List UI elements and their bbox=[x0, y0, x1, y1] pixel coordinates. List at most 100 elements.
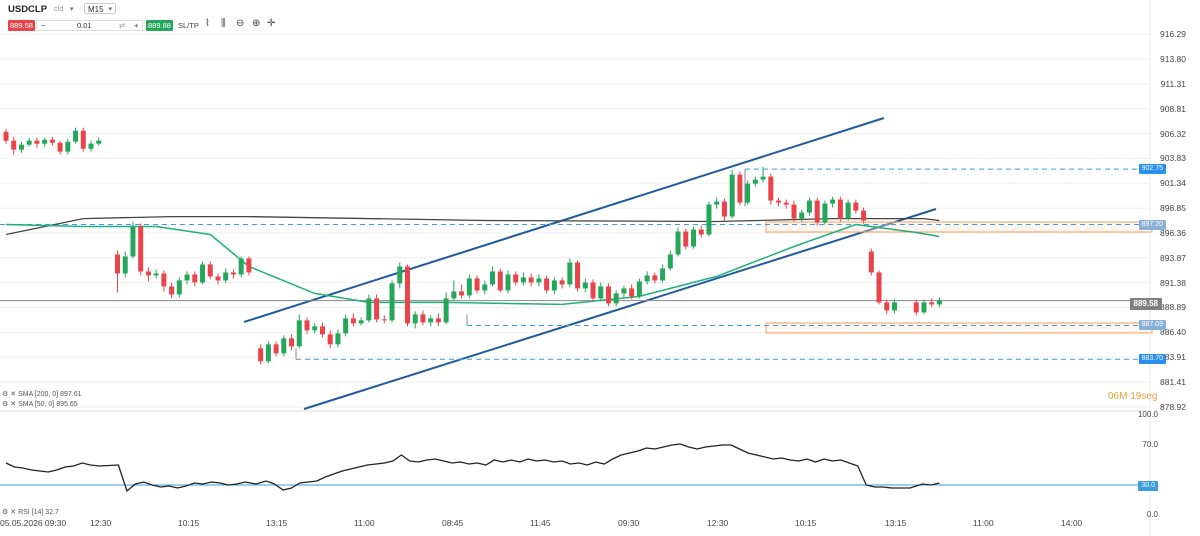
candle bbox=[528, 273, 534, 287]
candle bbox=[428, 315, 434, 327]
candle bbox=[559, 277, 565, 289]
candle bbox=[34, 137, 40, 148]
candle bbox=[412, 311, 418, 329]
sma200-line[interactable] bbox=[5, 215, 940, 236]
rsi-tick: 70.0 bbox=[1142, 440, 1158, 449]
candle bbox=[830, 196, 836, 208]
zoom-in-icon[interactable]: ⊕ bbox=[252, 18, 261, 29]
sma50-line[interactable] bbox=[5, 223, 940, 306]
candle bbox=[474, 275, 480, 294]
price-tick: 896.36 bbox=[1160, 227, 1186, 238]
candle bbox=[374, 294, 380, 323]
candle bbox=[238, 256, 244, 278]
settings-icon[interactable]: ⚙ bbox=[2, 401, 9, 408]
candle bbox=[691, 226, 697, 249]
plus-button[interactable]: + bbox=[134, 21, 139, 30]
candle bbox=[667, 250, 673, 271]
zone-box-upper[interactable] bbox=[765, 221, 1153, 233]
candle bbox=[714, 197, 720, 209]
candle bbox=[575, 260, 581, 292]
candle bbox=[605, 283, 611, 307]
sell-button[interactable]: 889.58 bbox=[8, 20, 35, 31]
candle bbox=[161, 270, 167, 292]
candle bbox=[230, 269, 236, 279]
channel-lower-line[interactable] bbox=[303, 208, 937, 410]
candle bbox=[176, 277, 182, 298]
close-icon[interactable]: ✕ bbox=[10, 401, 17, 408]
symbol-dropdown-icon[interactable]: ▾ bbox=[70, 6, 74, 13]
candle bbox=[822, 200, 828, 225]
candle bbox=[42, 137, 48, 147]
settings-icon[interactable]: ⚙ bbox=[2, 391, 9, 398]
price-tick: 913.80 bbox=[1160, 53, 1186, 64]
candle bbox=[57, 140, 63, 155]
quantity-value[interactable]: 0.01 bbox=[77, 21, 92, 30]
candle bbox=[929, 298, 935, 308]
rsi-line[interactable] bbox=[5, 443, 940, 493]
candle bbox=[11, 136, 17, 155]
settings-icon[interactable]: ⚙ bbox=[2, 509, 9, 516]
zoom-out-icon[interactable]: ⊖ bbox=[236, 18, 245, 29]
rsi-tick: 100.0 bbox=[1137, 410, 1158, 419]
quantity-stepper[interactable]: − 0.01 ⇄ + bbox=[36, 20, 143, 31]
candle bbox=[381, 315, 387, 324]
candle bbox=[327, 330, 333, 349]
candle bbox=[490, 266, 496, 287]
zone-box-lower[interactable] bbox=[765, 322, 1153, 334]
buy-button[interactable]: 889.88 bbox=[146, 20, 173, 31]
candle bbox=[451, 280, 457, 301]
time-tick: 11:00 bbox=[973, 518, 994, 528]
candle bbox=[145, 267, 151, 282]
candle bbox=[582, 278, 588, 293]
candle bbox=[799, 209, 805, 222]
channel-upper-line[interactable] bbox=[243, 117, 885, 323]
candle bbox=[223, 268, 229, 284]
price-tick: 883.91 bbox=[1160, 352, 1186, 363]
candle bbox=[304, 317, 310, 335]
symbol-sub-label: cfd bbox=[54, 6, 64, 13]
candle bbox=[246, 256, 252, 276]
price-tick: 878.92 bbox=[1160, 402, 1186, 412]
sltp-button[interactable]: SL/TP bbox=[178, 21, 199, 30]
candle bbox=[366, 294, 372, 323]
trend-channel[interactable] bbox=[243, 117, 937, 410]
candle bbox=[96, 137, 102, 146]
indicators-icon[interactable]: ⫼ bbox=[221, 18, 226, 29]
time-tick: 13:15 bbox=[885, 518, 907, 528]
rsi-legend[interactable]: ⚙ ✕ RSI [14] 32.7 bbox=[2, 508, 59, 516]
minus-button[interactable]: − bbox=[41, 21, 46, 30]
sma50-legend[interactable]: ⚙ ✕ SMA [50, 0] 895.65 bbox=[2, 400, 78, 408]
candle bbox=[184, 271, 190, 285]
candle bbox=[466, 274, 472, 299]
candle bbox=[706, 201, 712, 237]
candle bbox=[544, 275, 550, 294]
candle bbox=[621, 285, 627, 298]
level-badge: 883.70 bbox=[1138, 354, 1166, 365]
price-tick: 886.40 bbox=[1160, 327, 1186, 338]
price-tick: 898.85 bbox=[1160, 203, 1186, 214]
level-badge: 902.75 bbox=[1138, 164, 1166, 175]
swap-icon[interactable]: ⇄ bbox=[119, 21, 126, 30]
candle bbox=[65, 138, 71, 155]
candle bbox=[683, 228, 689, 250]
line-chart-icon[interactable]: ⌇ bbox=[205, 18, 210, 29]
sma200-legend[interactable]: ⚙ ✕ SMA [200, 0] 897.61 bbox=[2, 390, 82, 398]
candle bbox=[776, 197, 782, 207]
close-icon[interactable]: ✕ bbox=[10, 391, 17, 398]
candle bbox=[49, 136, 55, 146]
crosshair-icon[interactable]: ✛ bbox=[267, 18, 276, 29]
price-tick: 903.83 bbox=[1160, 153, 1186, 164]
candle bbox=[590, 279, 596, 302]
candle bbox=[636, 278, 642, 299]
time-tick: 14:00 bbox=[1061, 518, 1083, 528]
chart-toolbar: USDCLP cfd ▾ M15 ▾ bbox=[0, 0, 1150, 18]
close-icon[interactable]: ✕ bbox=[10, 509, 17, 516]
rsi-legend-text: RSI [14] 32.7 bbox=[18, 509, 59, 516]
candle bbox=[629, 284, 635, 300]
symbol-label[interactable]: USDCLP bbox=[8, 4, 48, 15]
timeframe-select[interactable]: M15 ▾ bbox=[84, 3, 116, 14]
candle bbox=[868, 248, 874, 276]
price-tick: 911.31 bbox=[1160, 78, 1186, 89]
candle bbox=[536, 274, 542, 287]
